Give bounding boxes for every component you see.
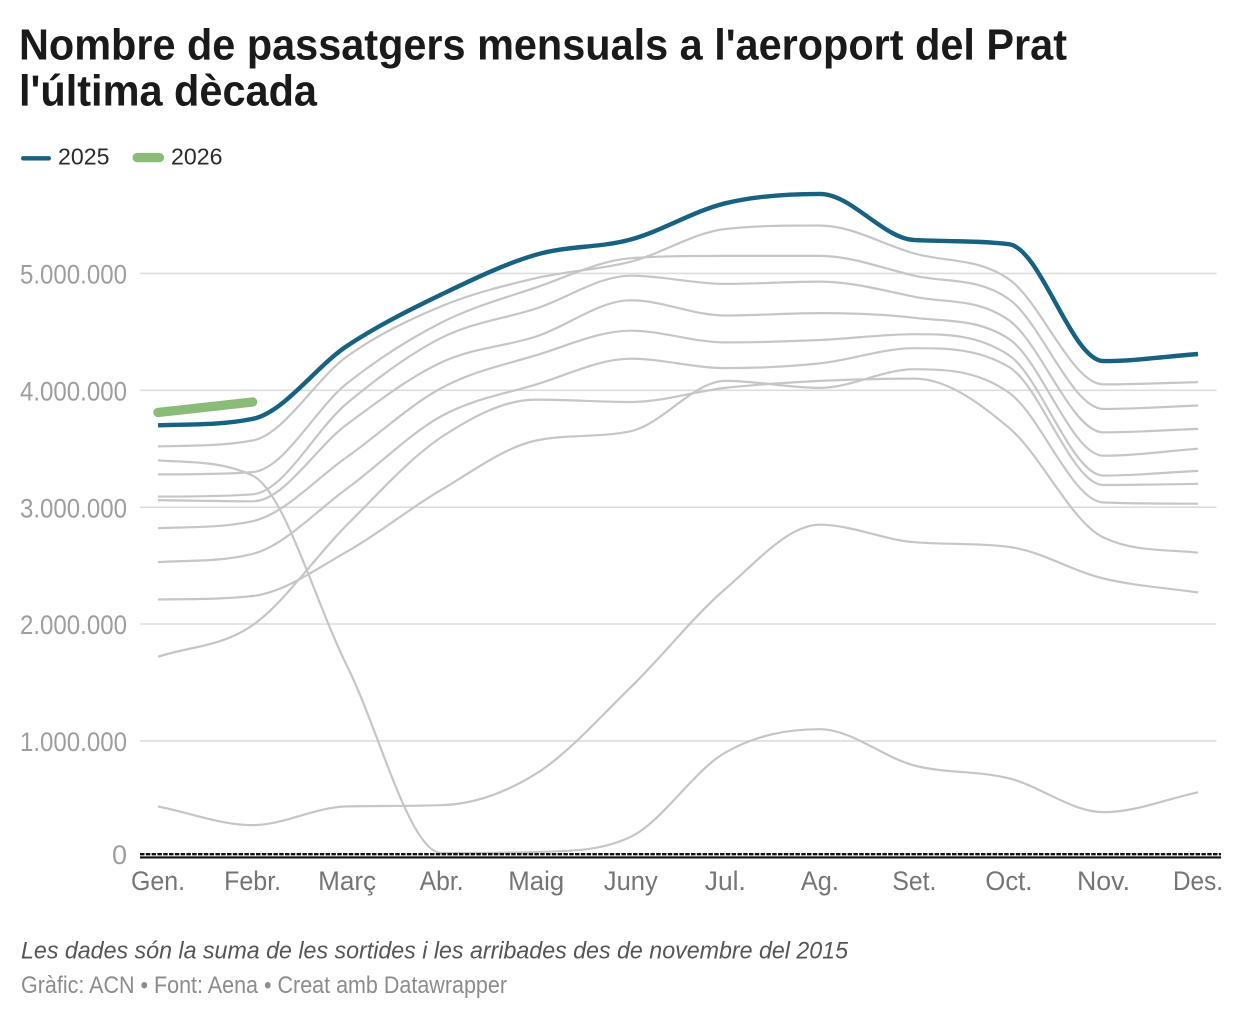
svg-text:4.000.000: 4.000.000: [20, 377, 127, 407]
svg-text:Juny: Juny: [604, 866, 658, 896]
svg-text:Set.: Set.: [892, 866, 936, 896]
svg-text:l'última dècada: l'última dècada: [19, 67, 317, 116]
svg-text:Febr.: Febr.: [224, 866, 281, 896]
svg-text:Març: Març: [318, 866, 376, 896]
svg-text:0: 0: [112, 840, 127, 870]
svg-text:5.000.000: 5.000.000: [20, 260, 127, 290]
svg-text:Gràfic: ACN • Font: Aena • Cre: Gràfic: ACN • Font: Aena • Creat amb Dat…: [21, 972, 507, 999]
svg-text:2025: 2025: [58, 144, 110, 170]
svg-text:Nov.: Nov.: [1077, 866, 1130, 896]
svg-text:Oct.: Oct.: [985, 866, 1032, 896]
svg-text:Ag.: Ag.: [801, 866, 839, 896]
svg-text:Jul.: Jul.: [705, 866, 746, 896]
svg-text:Les dades són la suma de les s: Les dades són la suma de les sortides i …: [21, 938, 849, 965]
svg-text:Des.: Des.: [1173, 866, 1223, 896]
svg-text:2.000.000: 2.000.000: [20, 610, 127, 640]
svg-text:Nombre de passatgers mensuals: Nombre de passatgers mensuals a l'aeropo…: [19, 21, 1067, 70]
svg-text:3.000.000: 3.000.000: [20, 493, 127, 523]
svg-text:2026: 2026: [171, 144, 223, 170]
svg-text:Abr.: Abr.: [420, 866, 464, 896]
svg-text:1.000.000: 1.000.000: [20, 727, 127, 757]
svg-text:Gen.: Gen.: [131, 866, 185, 896]
svg-text:Maig: Maig: [508, 866, 564, 896]
